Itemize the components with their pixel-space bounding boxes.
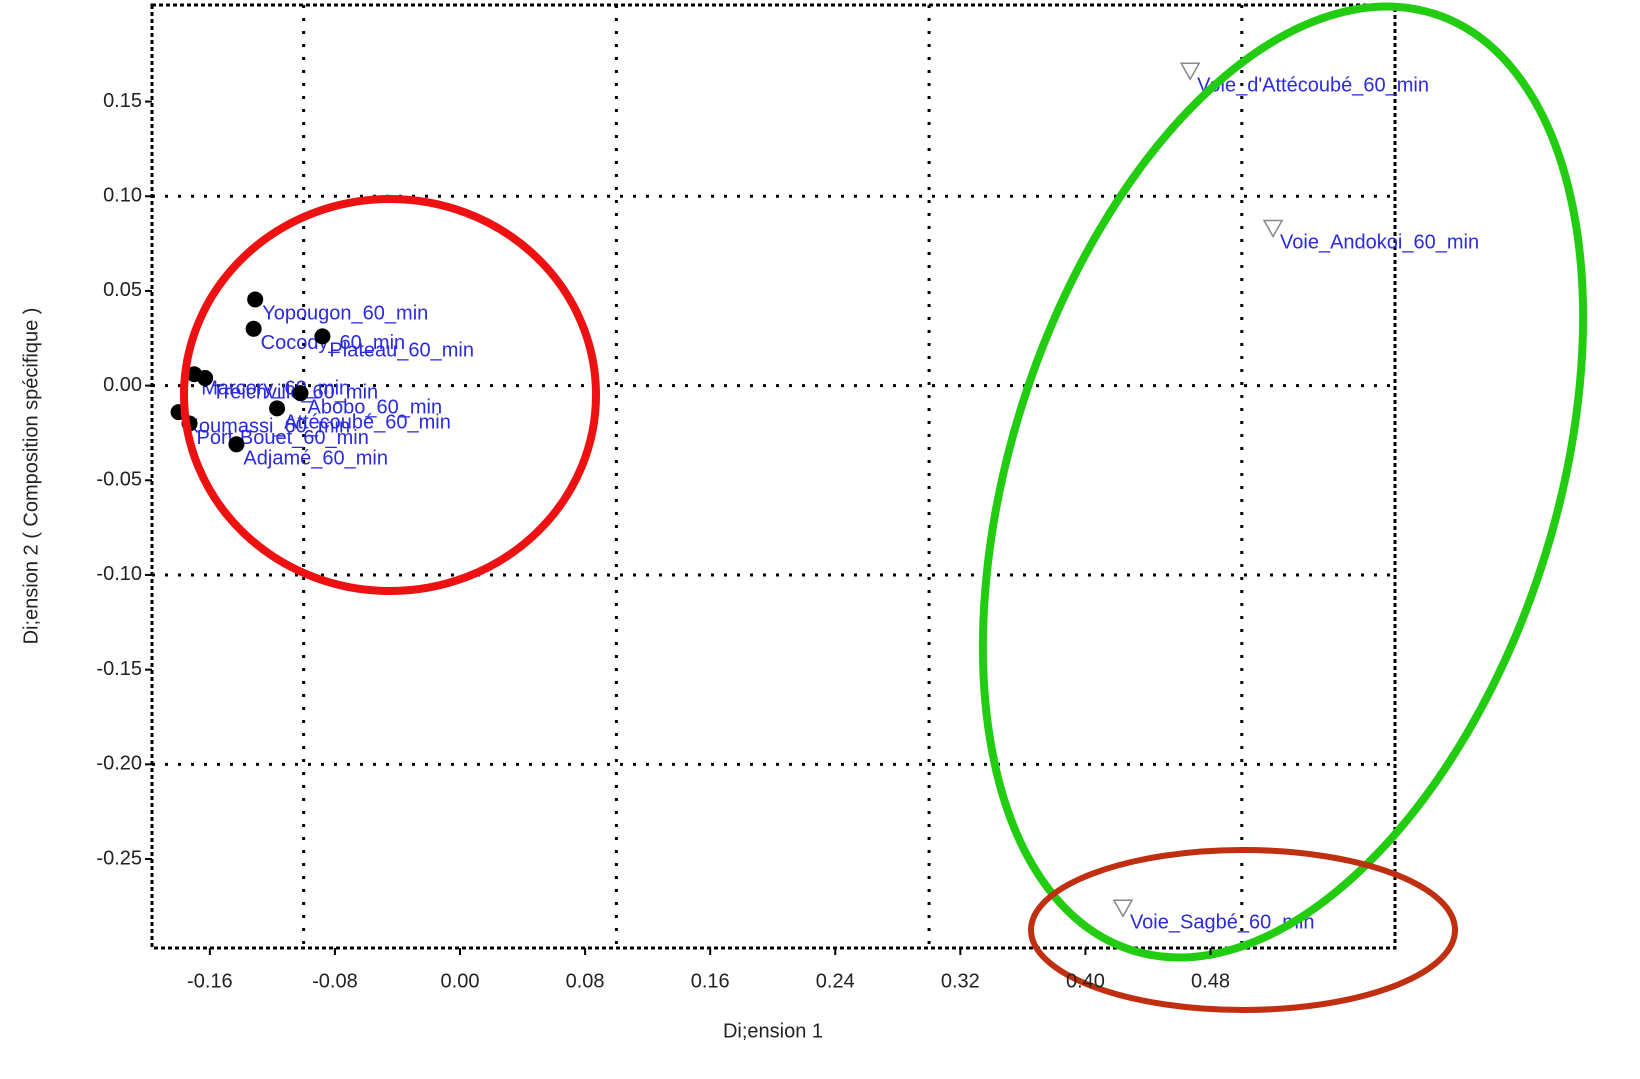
point-label: Voie_Sagbé_60_min: [1130, 912, 1315, 934]
cluster-outline: [978, 2, 1588, 962]
point: [1112, 899, 1134, 918]
point-label: Voie_Andokoi_60_min: [1280, 232, 1479, 254]
x-tick-label: 0.08: [566, 970, 605, 992]
plot-frame: [150, 3, 1397, 950]
point: [269, 400, 286, 417]
point: [314, 328, 331, 345]
point: [197, 370, 214, 387]
point: [292, 385, 309, 402]
point: [1179, 62, 1201, 81]
point-label: Abobo_60_min: [308, 396, 443, 418]
point-label: Cocody_60_min: [261, 332, 406, 354]
cluster-outline: [1028, 847, 1458, 1013]
y-tick-label: -0.25: [96, 847, 142, 869]
x-tick-label: 0.48: [1191, 970, 1230, 992]
point-label: Yopougon_60_min: [262, 303, 428, 325]
point: [228, 436, 245, 453]
y-axis-title: Di;ension 2 ( Composition spécifique ): [20, 308, 42, 645]
point: [245, 320, 262, 337]
point-label: Adjamé_60_min: [243, 448, 388, 470]
x-tick-label: -0.16: [187, 970, 233, 992]
x-tick-label: 0.40: [1066, 970, 1105, 992]
y-tick-label: 0.00: [103, 374, 142, 396]
y-tick-label: -0.20: [96, 753, 142, 775]
point-label: Plateau_60_min: [329, 340, 474, 362]
y-tick-label: 0.10: [103, 185, 142, 207]
point-label: Voie_d'Attécoubé_60_min: [1197, 75, 1429, 97]
x-tick-label: 0.24: [816, 970, 855, 992]
grid: [152, 5, 1395, 948]
x-tick-label: 0.32: [941, 970, 980, 992]
x-axis-title: Di;ension 1: [723, 1020, 823, 1042]
point-label: Port-Bouet_60_min: [197, 427, 369, 449]
point-label: Koumassi_60_min: [186, 415, 351, 437]
x-tick-label: 0.00: [441, 970, 480, 992]
point-label: Attécoubé_60_min: [284, 412, 451, 434]
x-tick-label: 0.16: [691, 970, 730, 992]
point-label: Marcory_60_min: [201, 378, 350, 400]
y-tick-label: 0.05: [103, 279, 142, 301]
y-tick-label: -0.05: [96, 469, 142, 491]
y-tick-label: 0.15: [103, 90, 142, 112]
y-tick-label: -0.15: [96, 658, 142, 680]
cluster-outline: [180, 195, 600, 595]
point: [1262, 219, 1284, 238]
y-tick-label: -0.10: [96, 563, 142, 585]
x-tick-label: -0.08: [312, 970, 358, 992]
marks: Yopougon_60_min Cocody_60_minPlateau_60_m…: [170, 62, 1479, 934]
point: [247, 291, 264, 308]
